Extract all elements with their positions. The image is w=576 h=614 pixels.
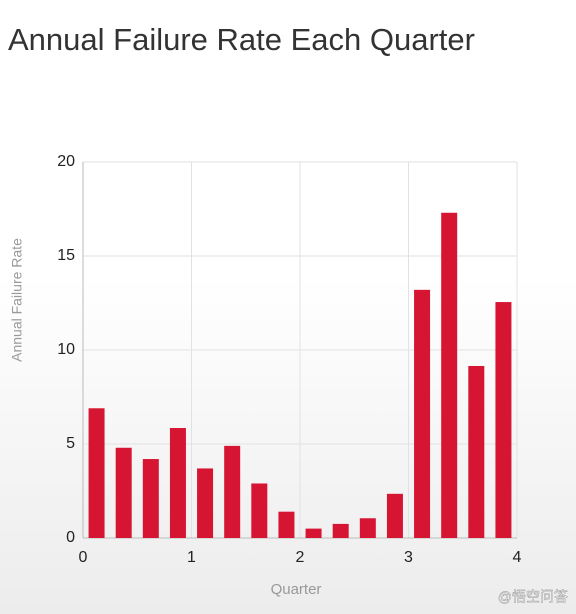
y-tick-label: 15 xyxy=(57,247,75,264)
bar xyxy=(468,365,485,538)
y-tick-label: 20 xyxy=(57,153,75,170)
bar xyxy=(414,289,431,538)
bar xyxy=(441,212,458,538)
bar xyxy=(251,483,268,538)
bar xyxy=(278,511,295,538)
chart-title: Annual Failure Rate Each Quarter xyxy=(8,22,475,57)
x-tick-label: 3 xyxy=(404,549,413,566)
bar xyxy=(359,518,376,538)
bar xyxy=(224,445,241,538)
bar xyxy=(386,493,403,538)
bar xyxy=(142,459,159,538)
bar xyxy=(169,428,186,538)
x-tick-label: 1 xyxy=(187,549,196,566)
y-tick-label: 10 xyxy=(57,341,75,358)
x-tick-label: 2 xyxy=(296,549,305,566)
y-axis-label: Annual Failure Rate xyxy=(9,238,25,362)
bar xyxy=(495,302,512,538)
bar xyxy=(332,523,349,538)
x-tick-label: 4 xyxy=(513,549,522,566)
y-tick-label: 0 xyxy=(66,529,75,546)
y-tick-label: 5 xyxy=(66,435,75,452)
bar xyxy=(197,468,214,538)
x-axis-label: Quarter xyxy=(271,581,322,598)
bar xyxy=(115,447,132,538)
watermark: @悟空问答 xyxy=(498,589,568,605)
x-tick-label: 0 xyxy=(79,549,88,566)
bar xyxy=(305,528,322,538)
bar xyxy=(88,408,105,538)
